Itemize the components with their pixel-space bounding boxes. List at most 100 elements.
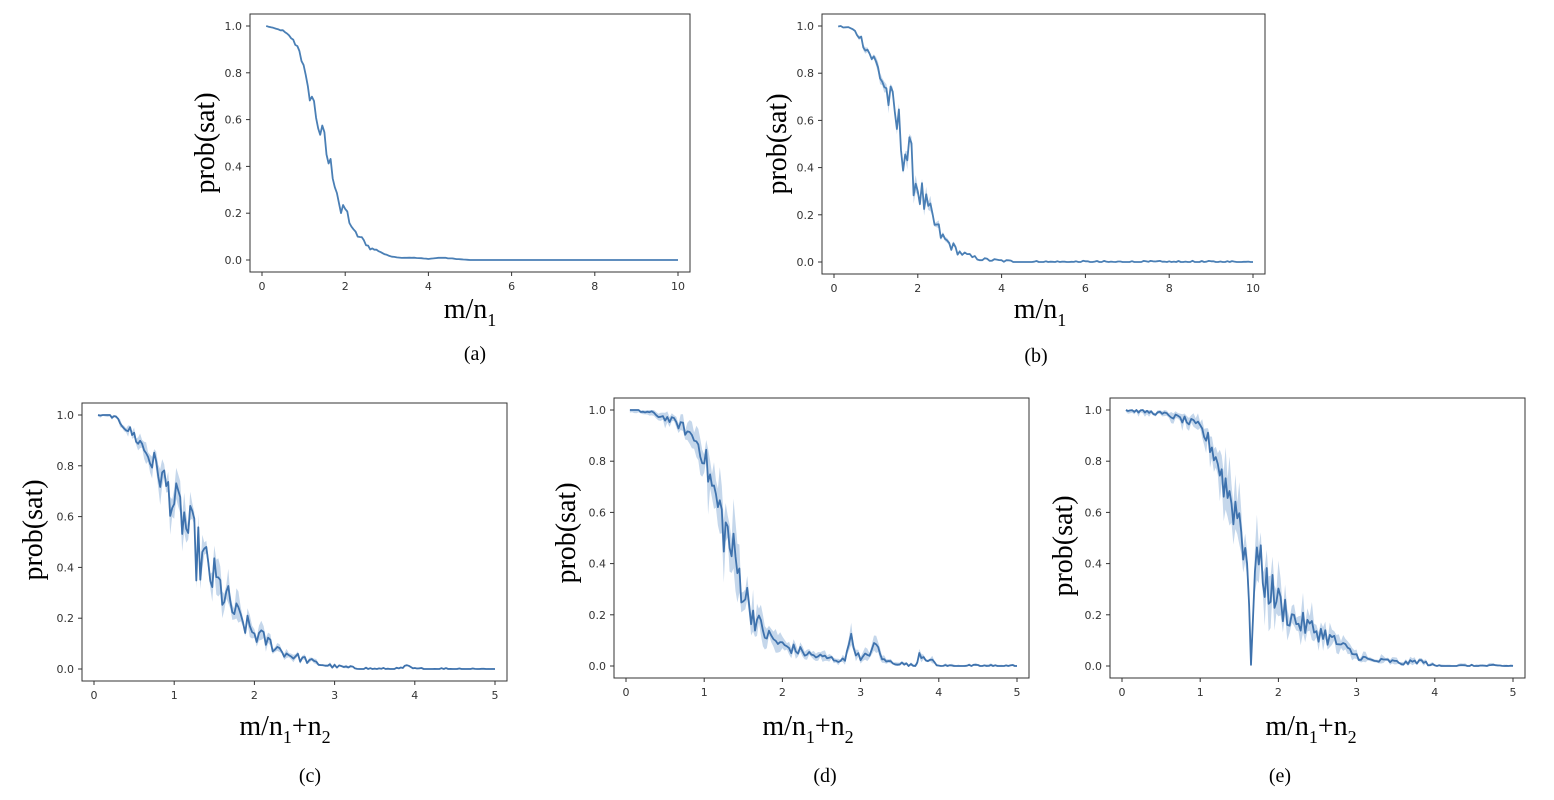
chart-panel-d: 0.00.20.40.60.81.00 1 2 3 4 5prob(sat)m/n1+n2…: [551, 397, 1030, 787]
y-tick-label: 0.4: [57, 561, 75, 574]
x-axis-label-base: m/n: [1265, 711, 1309, 742]
series-line: [838, 25, 1253, 263]
x-axis-label-sub1: 1: [283, 727, 292, 747]
y-tick-label: 0.0: [1085, 660, 1103, 673]
chart-panel-a: 0.00.20.40.60.81.00 2 4 6 8 10prob(sat)m/n1(a…: [190, 13, 691, 365]
x-axis-label: m/n1+n2: [1265, 711, 1356, 747]
x-axis-label-sub1: 1: [1057, 310, 1066, 330]
x-tick-label: 1: [171, 689, 178, 702]
y-axis-label: prob(sat): [190, 92, 221, 193]
y-axis-label: prob(sat): [551, 482, 582, 583]
x-axis-label: m/n1: [1014, 294, 1067, 330]
y-tick-label: 0.8: [225, 67, 243, 80]
y-tick-label: 0.4: [1085, 558, 1103, 571]
x-axis-label-plus: +n: [292, 711, 322, 742]
x-axis-label-sub1: 1: [806, 727, 815, 747]
x-tick-label: 3: [331, 689, 338, 702]
x-tick-label: 4: [935, 686, 942, 699]
x-axis-label-base: m/n: [1014, 294, 1058, 325]
plot-frame: [613, 397, 1030, 679]
x-axis-label-sub2: 2: [322, 727, 331, 747]
x-axis-label: m/n1+n2: [239, 711, 330, 747]
y-tick-label: 0.4: [797, 162, 815, 175]
y-tick-label: 0.8: [57, 460, 75, 473]
y-axis-label: prob(sat): [762, 93, 793, 194]
y-tick-label: 0.4: [225, 160, 243, 173]
x-tick-label: 5: [1510, 686, 1517, 699]
x-axis-label-plus: +n: [1318, 711, 1348, 742]
x-axis-label-sub1: 1: [1309, 727, 1318, 747]
y-tick-label: 0.0: [225, 254, 243, 267]
panel-caption: (b): [1024, 345, 1047, 367]
confidence-band: [629, 410, 1017, 666]
x-axis-label: m/n1: [444, 294, 497, 330]
x-axis-label-sub2: 2: [1348, 727, 1357, 747]
y-axis-label: prob(sat): [18, 479, 49, 580]
x-tick-label: 5: [492, 689, 499, 702]
chart-panel-e: 0.00.20.40.60.81.00 1 2 3 4 5prob(sat)m/n1+n2…: [1048, 397, 1526, 787]
x-tick-label: 0: [259, 280, 266, 293]
y-tick-label: 0.6: [589, 506, 607, 519]
series-line: [97, 414, 495, 670]
y-tick-label: 0.2: [589, 609, 607, 622]
y-tick-label: 0.6: [57, 511, 75, 524]
y-tick-label: 0.2: [1085, 609, 1103, 622]
x-tick-label: 4: [998, 282, 1005, 295]
x-tick-label: 4: [1431, 686, 1438, 699]
x-tick-label: 2: [251, 689, 258, 702]
y-tick-label: 0.6: [1085, 506, 1103, 519]
x-axis-label-base: m/n: [239, 711, 283, 742]
x-tick-label: 0: [623, 686, 630, 699]
x-tick-label: 10: [1246, 282, 1260, 295]
x-tick-label: 1: [1197, 686, 1204, 699]
x-tick-label: 0: [831, 282, 838, 295]
x-axis-label: m/n1+n2: [762, 711, 853, 747]
series-line: [265, 25, 678, 261]
series-line: [629, 409, 1017, 667]
y-tick-label: 0.2: [225, 207, 243, 220]
panel-caption: (e): [1269, 765, 1291, 787]
plot-frame: [1109, 397, 1526, 679]
confidence-band: [1125, 410, 1513, 666]
y-tick-label: 1.0: [589, 404, 607, 417]
y-tick-label: 0.0: [589, 660, 607, 673]
panel-caption: (c): [299, 765, 321, 787]
x-tick-label: 3: [857, 686, 864, 699]
x-tick-label: 8: [1166, 282, 1173, 295]
y-tick-label: 1.0: [1085, 404, 1103, 417]
x-axis-label-base: m/n: [762, 711, 806, 742]
x-axis-label-base: m/n: [444, 294, 488, 325]
y-tick-label: 0.6: [797, 114, 815, 127]
y-tick-label: 1.0: [57, 409, 75, 422]
y-tick-label: 0.4: [589, 558, 607, 571]
x-tick-label: 2: [779, 686, 786, 699]
x-axis-label-sub2: 2: [845, 727, 854, 747]
x-tick-label: 4: [411, 689, 418, 702]
x-tick-label: 0: [91, 689, 98, 702]
panel-caption: (d): [813, 765, 836, 787]
y-tick-label: 0.6: [225, 114, 243, 127]
x-tick-label: 3: [1353, 686, 1360, 699]
x-tick-label: 1: [701, 686, 708, 699]
confidence-band: [98, 415, 495, 669]
y-tick-label: 1.0: [225, 20, 243, 33]
y-tick-label: 0.2: [57, 612, 75, 625]
x-tick-label: 4: [425, 280, 432, 293]
chart-panel-c: 0.00.20.40.60.81.00 1 2 3 4 5prob(sat)m/n1+n2…: [18, 402, 508, 787]
panel-caption: (a): [464, 343, 486, 365]
x-tick-label: 2: [342, 280, 349, 293]
x-tick-label: 10: [671, 280, 685, 293]
x-tick-label: 2: [1275, 686, 1282, 699]
plot-frame: [821, 13, 1266, 275]
y-tick-label: 1.0: [797, 20, 815, 33]
y-tick-label: 0.0: [797, 256, 815, 269]
x-axis-label-plus: +n: [815, 711, 845, 742]
y-tick-label: 0.0: [57, 663, 75, 676]
x-tick-label: 2: [914, 282, 921, 295]
y-tick-label: 0.8: [1085, 455, 1103, 468]
x-tick-label: 6: [508, 280, 515, 293]
x-tick-label: 5: [1014, 686, 1021, 699]
x-axis-label-sub1: 1: [487, 310, 496, 330]
y-axis-label: prob(sat): [1048, 495, 1079, 596]
